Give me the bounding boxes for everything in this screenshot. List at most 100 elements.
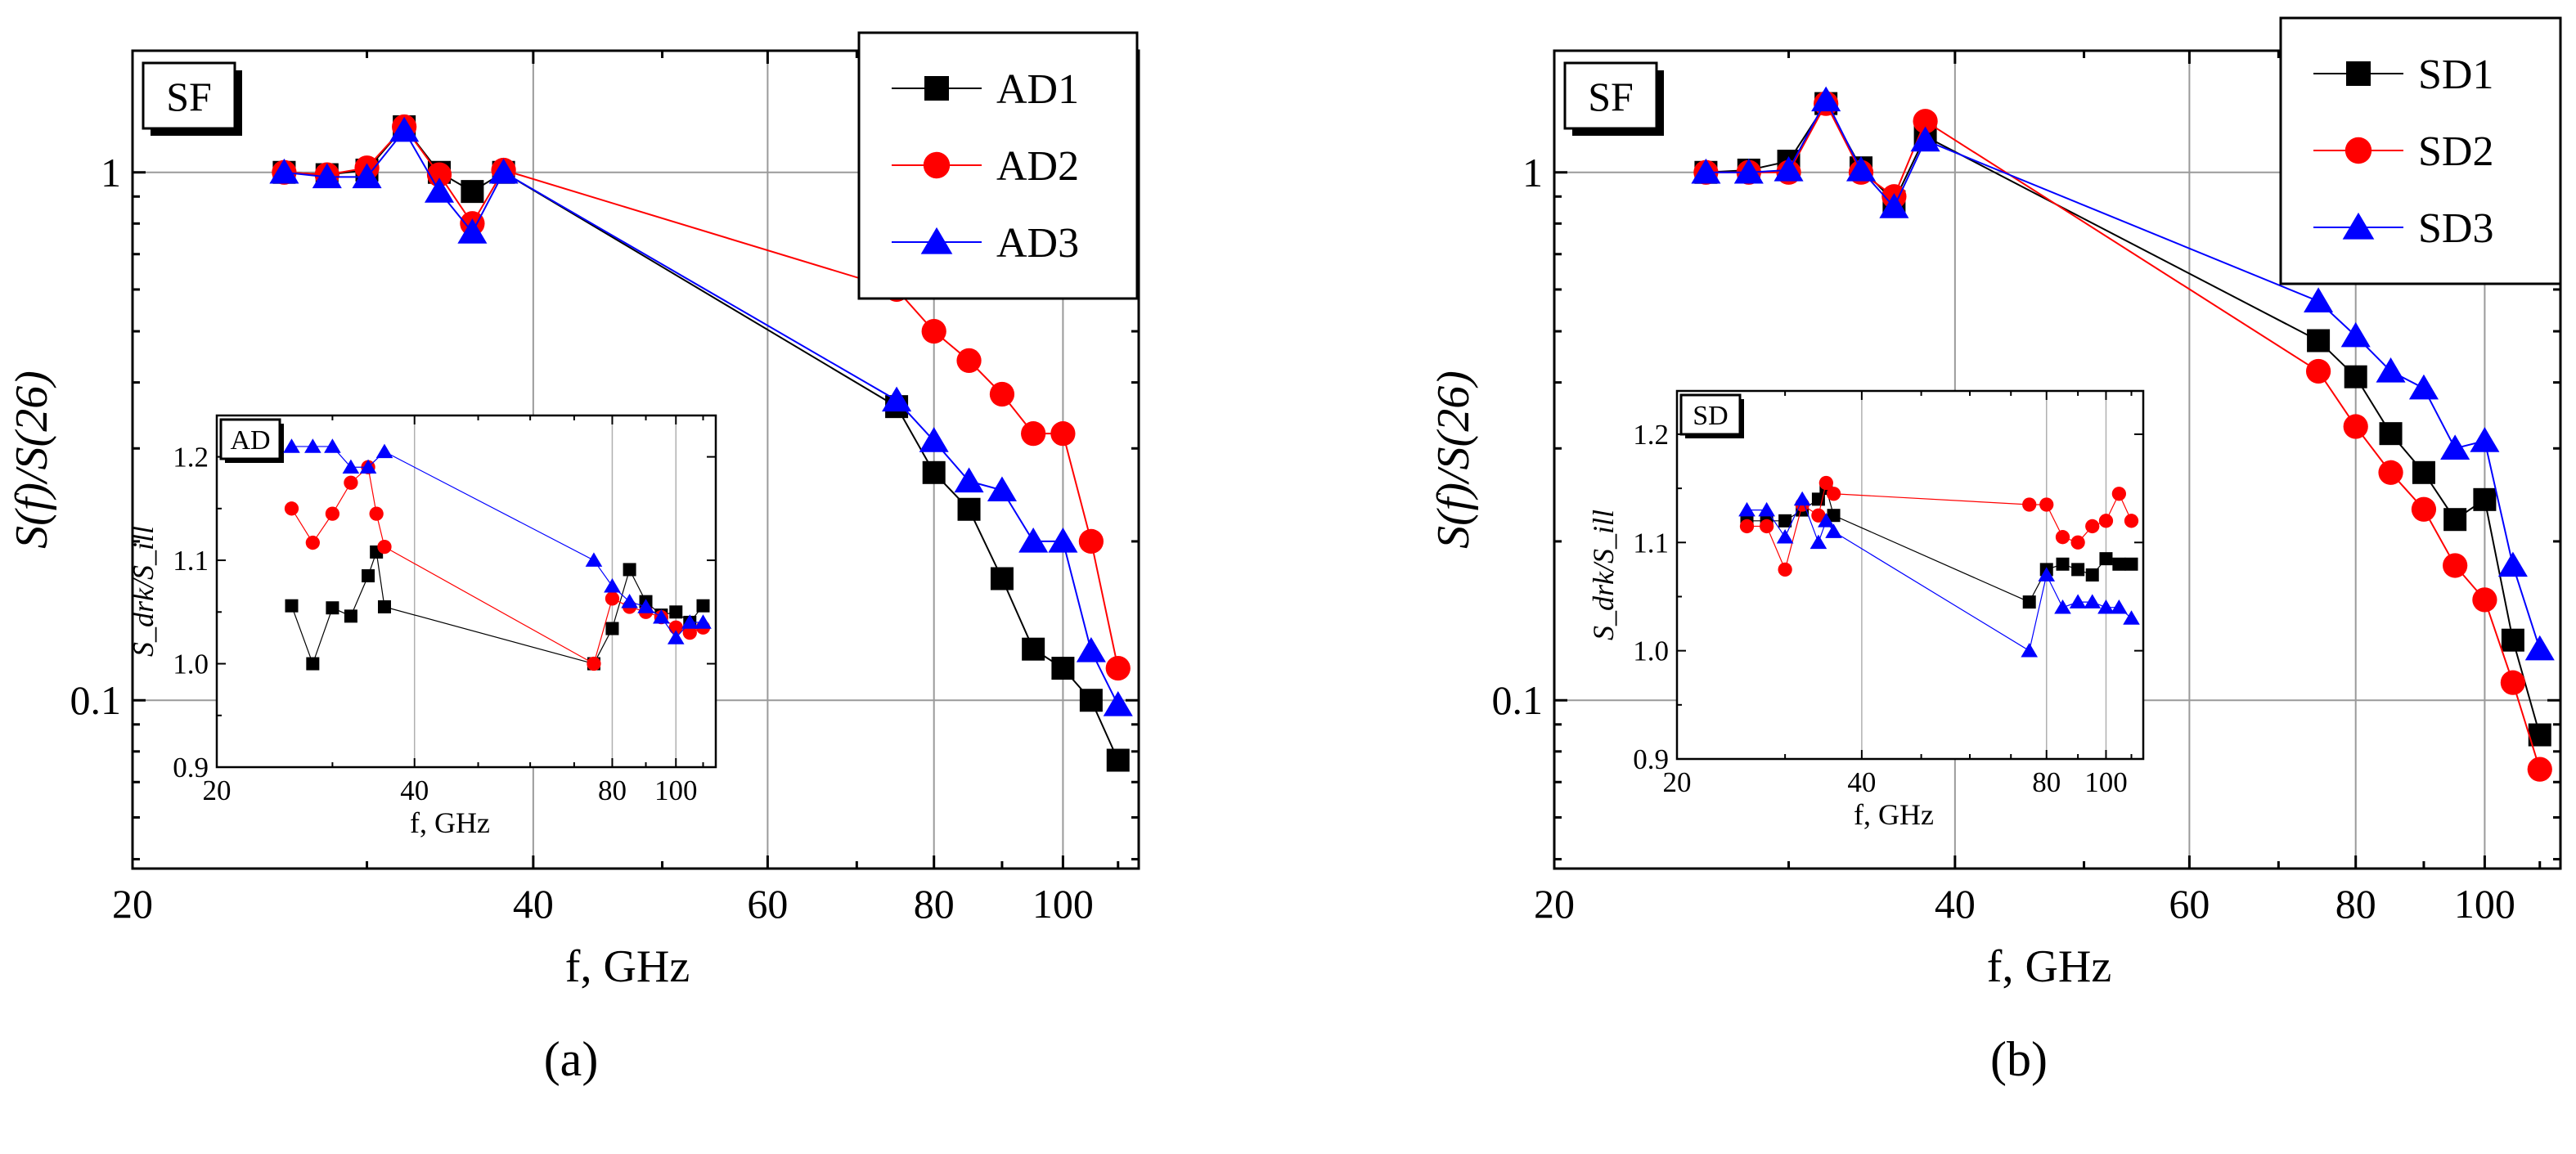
- y-tick-label: 1: [101, 150, 121, 195]
- inset-x-tick-label: 40: [400, 775, 429, 806]
- point-AD3: [1103, 691, 1133, 716]
- inset-x-tick-label: 100: [654, 775, 698, 806]
- inset-point-SD3: [2021, 642, 2039, 658]
- legend-marker-SD2: [2344, 137, 2372, 164]
- point-AD3: [312, 163, 342, 189]
- inset-point-SD2: [1760, 519, 1774, 534]
- inset-point-AD3: [653, 608, 670, 624]
- point-SD3: [2497, 551, 2528, 577]
- inset-point-SD2: [2070, 535, 2085, 550]
- inset-point-SD3: [2097, 599, 2115, 614]
- point-AD2: [989, 381, 1015, 407]
- inset-point-AD1: [623, 563, 636, 577]
- panel-a: 20 40 60 80 100 0.1 1 f, GHz S(f)/S(26) SF AD1 AD2 A…: [7, 31, 1140, 1086]
- inset-point-AD2: [668, 620, 683, 635]
- plot-frame: [1553, 49, 2562, 870]
- point-SD2: [2305, 358, 2331, 384]
- tag-box: [1563, 61, 1658, 130]
- inset-y-tick-label: 0.9: [173, 752, 209, 784]
- series-SD3: [1691, 86, 2555, 661]
- inset-y-tick-label: 1.0: [173, 649, 209, 680]
- point-SD3: [1733, 158, 1764, 184]
- x-tick-label: 100: [1032, 881, 1094, 927]
- inset-point-SD2: [2022, 497, 2037, 512]
- inset: 20 40 80 100 0.9 1.0 1.1 1.2 f, GHz S_drk/S_ill SD: [1587, 389, 2145, 831]
- point-SD3: [2440, 434, 2470, 460]
- inset-point-AD3: [304, 438, 321, 453]
- inset-series-SD3: [1738, 491, 2140, 658]
- inset-x-tick-label: 100: [2084, 766, 2128, 798]
- x-tick-label: 40: [1935, 881, 1976, 927]
- point-AD3: [1076, 637, 1106, 662]
- inset-point-SD2: [2111, 487, 2126, 501]
- inset-point-AD2: [305, 535, 320, 550]
- point-SD1: [2379, 422, 2403, 446]
- inset-y-tick-label: 1.2: [173, 442, 209, 474]
- y-tick-label: 1: [1522, 150, 1543, 195]
- inset-point-SD1: [2085, 568, 2099, 581]
- point-SD2: [2443, 553, 2468, 578]
- point-SD3: [1879, 193, 1909, 218]
- point-AD3: [882, 386, 912, 412]
- inset-point-SD3: [1825, 523, 1842, 538]
- inset-bg: [1677, 391, 2143, 759]
- x-tick-label: 20: [1534, 881, 1575, 927]
- inset-y-tick-label: 1.1: [173, 545, 209, 577]
- point-AD2: [956, 348, 982, 374]
- point-SD2: [2378, 460, 2403, 485]
- inset-tag-box: [1679, 393, 1742, 436]
- legend-label-SD2: SD2: [2418, 128, 2493, 175]
- inset-point-SD3: [2111, 599, 2128, 614]
- plot-frame: [131, 49, 1140, 870]
- inset-point-AD2: [682, 625, 697, 640]
- inset-point-AD3: [375, 443, 393, 459]
- inset-point-AD2: [587, 656, 601, 671]
- point-AD2: [1078, 528, 1104, 555]
- inset-point-AD1: [605, 622, 619, 635]
- panel-label: (a): [544, 1032, 599, 1086]
- point-SD3: [2524, 635, 2555, 661]
- inset-point-AD1: [326, 601, 339, 615]
- inset-point-AD2: [369, 506, 384, 521]
- inset-point-SD2: [1826, 487, 1841, 501]
- inset-point-AD2: [344, 475, 358, 490]
- point-AD3: [1048, 528, 1078, 553]
- inset-point-SD1: [1827, 509, 1841, 523]
- inset-x-tick-label: 20: [203, 775, 232, 806]
- inset-x-tick-label: 80: [2032, 766, 2061, 798]
- inset-point-AD1: [306, 657, 320, 671]
- point-AD3: [269, 158, 299, 184]
- inset-y-tick-label: 1.2: [1633, 419, 1669, 451]
- inset-point-AD3: [695, 614, 712, 629]
- inset-y-axis-label: S_drk/S_ill: [1587, 510, 1620, 640]
- inset-point-SD1: [2112, 557, 2126, 571]
- inset-point-SD2: [1811, 508, 1826, 523]
- inset-y-tick-label: 1.1: [1633, 527, 1669, 559]
- inset-point-AD3: [637, 599, 654, 613]
- x-axis-label: f, GHz: [565, 941, 690, 992]
- inset-point-AD1: [362, 569, 375, 583]
- inset-point-AD3: [667, 630, 685, 644]
- point-SD1: [2501, 628, 2524, 652]
- inset-point-SD3: [1793, 491, 1811, 506]
- x-tick-label: 60: [2169, 881, 2210, 927]
- point-SD3: [1845, 156, 1877, 182]
- point-SD2: [2472, 587, 2497, 613]
- inset-point-SD3: [1818, 513, 1835, 528]
- inset-point-SD3: [1738, 501, 1756, 517]
- x-tick-label: 80: [2335, 881, 2376, 927]
- legend-label-AD3: AD3: [996, 220, 1079, 267]
- point-SD3: [1910, 126, 1940, 152]
- inset-point-SD3: [1758, 501, 1775, 517]
- point-AD3: [352, 163, 382, 189]
- point-AD3: [919, 427, 949, 452]
- inset-point-SD1: [2124, 557, 2138, 571]
- x-axis-label: f, GHz: [1987, 941, 2111, 992]
- inset-point-SD2: [1818, 475, 1833, 491]
- x-tick-label: 60: [747, 881, 788, 927]
- inset-point-AD3: [324, 438, 341, 453]
- point-AD3: [1018, 528, 1049, 553]
- inset-point-AD2: [284, 501, 299, 516]
- series-AD3: [269, 116, 1133, 716]
